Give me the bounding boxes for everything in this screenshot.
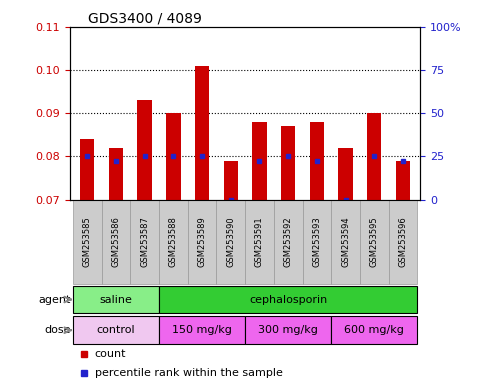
Text: 600 mg/kg: 600 mg/kg: [344, 325, 404, 335]
Text: GSM253586: GSM253586: [112, 217, 120, 267]
Text: GSM253593: GSM253593: [313, 217, 321, 267]
Bar: [80, 139, 95, 200]
Bar: [109, 148, 123, 200]
Bar: [310, 122, 324, 200]
Text: 300 mg/kg: 300 mg/kg: [258, 325, 318, 335]
Bar: [331, 316, 417, 344]
Bar: [360, 200, 389, 284]
Bar: [367, 113, 382, 200]
Text: agent: agent: [38, 295, 71, 305]
Bar: [159, 316, 245, 344]
Text: 150 mg/kg: 150 mg/kg: [172, 325, 232, 335]
Text: GSM253594: GSM253594: [341, 217, 350, 267]
Text: GSM253587: GSM253587: [140, 217, 149, 267]
Text: GSM253585: GSM253585: [83, 217, 92, 267]
Bar: [339, 148, 353, 200]
Text: GSM253591: GSM253591: [255, 217, 264, 267]
Text: count: count: [95, 349, 126, 359]
Text: saline: saline: [99, 295, 132, 305]
Bar: [159, 286, 417, 313]
Bar: [130, 200, 159, 284]
Bar: [73, 286, 159, 313]
Bar: [188, 200, 216, 284]
Bar: [389, 200, 417, 284]
Text: GSM253588: GSM253588: [169, 217, 178, 267]
Text: dose: dose: [44, 325, 71, 335]
Bar: [245, 316, 331, 344]
Bar: [252, 122, 267, 200]
Bar: [73, 200, 101, 284]
Bar: [331, 200, 360, 284]
Bar: [216, 200, 245, 284]
Text: GSM253590: GSM253590: [226, 217, 235, 267]
Text: control: control: [97, 325, 135, 335]
Text: GSM253592: GSM253592: [284, 217, 293, 267]
Bar: [302, 200, 331, 284]
Bar: [281, 126, 295, 200]
Text: GSM253596: GSM253596: [398, 217, 408, 267]
Bar: [73, 316, 159, 344]
Bar: [101, 200, 130, 284]
Text: cephalosporin: cephalosporin: [249, 295, 327, 305]
Text: GSM253589: GSM253589: [198, 217, 207, 267]
Bar: [274, 200, 302, 284]
Bar: [224, 161, 238, 200]
Bar: [396, 161, 410, 200]
Bar: [166, 113, 181, 200]
Bar: [138, 100, 152, 200]
Text: GSM253595: GSM253595: [370, 217, 379, 267]
Bar: [245, 200, 274, 284]
Text: percentile rank within the sample: percentile rank within the sample: [95, 368, 283, 378]
Bar: [195, 66, 209, 200]
Text: GDS3400 / 4089: GDS3400 / 4089: [87, 12, 201, 26]
Bar: [159, 200, 188, 284]
